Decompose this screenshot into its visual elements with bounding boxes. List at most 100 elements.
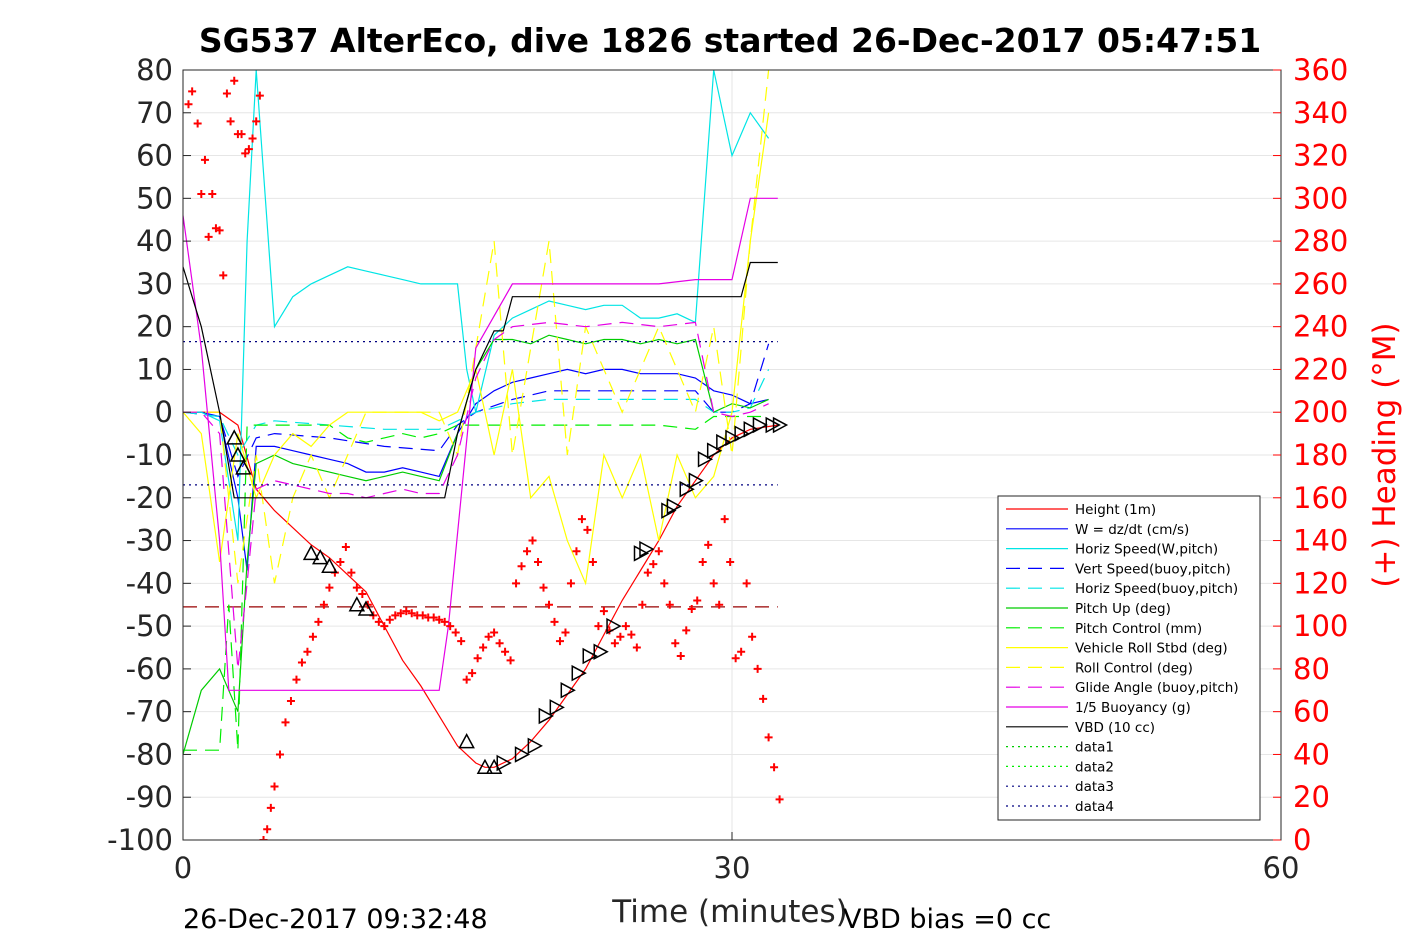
- heading-point: [770, 763, 779, 772]
- legend-entry: 1/5 Buoyancy (g): [1075, 700, 1191, 716]
- heading-point: [255, 91, 264, 100]
- heading-point: [555, 637, 564, 646]
- heading-point: [222, 89, 231, 98]
- y-right-tick-label: 60: [1293, 695, 1330, 729]
- series-line-roll-control-deg: [183, 70, 770, 584]
- dive-marker: [476, 758, 494, 775]
- series-layer: [183, 70, 778, 768]
- heading-point: [314, 617, 323, 626]
- heading-point: [385, 615, 394, 624]
- series-line-pitch-control-mm: [183, 415, 769, 751]
- heading-point: [517, 562, 526, 571]
- heading-point: [588, 557, 597, 566]
- heading-point: [429, 613, 438, 622]
- climb-marker: [593, 643, 609, 661]
- legend-entry: data2: [1075, 759, 1114, 775]
- heading-point: [643, 568, 652, 577]
- heading-point: [396, 609, 405, 618]
- heading-point: [275, 750, 284, 759]
- climb-marker: [633, 545, 650, 562]
- marker-layer: [184, 76, 789, 840]
- heading-point: [418, 611, 427, 620]
- heading-point: [665, 600, 674, 609]
- heading-point: [188, 87, 197, 96]
- y-tick-label: -100: [107, 823, 173, 857]
- legend-entry: VBD (10 cc): [1075, 720, 1155, 736]
- heading-point: [687, 605, 696, 613]
- heading-point: [270, 782, 279, 791]
- heading-point: [230, 76, 239, 85]
- y-right-tick-label: 260: [1293, 267, 1348, 301]
- legend-entry: Horiz Speed(buoy,pitch): [1075, 581, 1238, 597]
- left-axis-ticks: 80 70 60 50 40 30 20 10 0 -10 -20 -30 -40 -50 -60 -70 -8…: [107, 53, 191, 857]
- y-right-tick-label: 120: [1293, 566, 1348, 600]
- heading-point: [577, 515, 586, 524]
- y-tick-label: 70: [136, 96, 173, 130]
- heading-point: [484, 632, 493, 641]
- chart-title: SG537 AlterEco, dive 1826 started 26-Dec…: [199, 21, 1261, 60]
- heading-point: [325, 583, 334, 592]
- heading-point: [435, 615, 444, 624]
- climb-marker: [606, 617, 622, 635]
- heading-point: [457, 637, 466, 646]
- heading-point: [303, 647, 312, 656]
- heading-point: [764, 733, 773, 742]
- dive-marker: [229, 446, 247, 462]
- heading-point: [292, 675, 301, 684]
- climb-marker: [527, 737, 543, 755]
- heading-point: [252, 117, 261, 126]
- y-right-tick-label: 100: [1293, 609, 1348, 643]
- climb-marker: [571, 664, 587, 682]
- dive-marker: [348, 596, 366, 612]
- right-axis-label: (+) Heading (°M): [1367, 322, 1403, 587]
- y-tick-label: -70: [126, 695, 173, 729]
- heading-point: [473, 654, 482, 663]
- heading-point: [184, 100, 193, 109]
- y-tick-label: -80: [126, 737, 173, 771]
- heading-point: [479, 643, 488, 652]
- heading-point: [352, 583, 361, 592]
- heading-point: [391, 611, 400, 620]
- y-right-tick-label: 140: [1293, 524, 1348, 558]
- heading-point: [259, 836, 268, 840]
- y-right-tick-label: 220: [1293, 352, 1348, 386]
- heading-point: [237, 130, 246, 139]
- heading-point: [440, 617, 449, 626]
- heading-point: [244, 145, 253, 154]
- y-right-tick-label: 320: [1293, 139, 1348, 173]
- heading-point: [704, 540, 713, 549]
- dive-marker: [321, 557, 338, 573]
- climb-marker: [582, 647, 598, 665]
- heading-point: [693, 596, 702, 605]
- y-right-tick-label: 340: [1293, 96, 1348, 130]
- y-right-tick-label: 360: [1293, 53, 1348, 87]
- y-right-tick-label: 280: [1293, 224, 1348, 258]
- heading-point: [200, 155, 209, 164]
- climb-marker: [639, 540, 655, 558]
- legend-entry: Pitch Up (deg): [1075, 601, 1171, 617]
- heading-point: [775, 795, 784, 804]
- heading-point: [654, 547, 663, 556]
- series-line-horiz-speed-w-pitch: [183, 70, 770, 541]
- heading-point: [241, 149, 250, 158]
- climb-marker: [752, 416, 769, 434]
- y-tick-label: 0: [155, 395, 173, 429]
- heading-point: [676, 652, 685, 661]
- y-right-tick-label: 20: [1293, 780, 1330, 814]
- heading-point: [627, 630, 636, 639]
- heading-point: [451, 628, 460, 637]
- heading-point: [660, 579, 669, 588]
- heading-point: [462, 675, 471, 684]
- heading-point: [495, 639, 504, 648]
- y-tick-label: 80: [136, 53, 173, 87]
- y-right-tick-label: 0: [1293, 823, 1311, 857]
- dive-marker: [311, 549, 329, 565]
- heading-point: [512, 579, 521, 588]
- legend-entry: data3: [1075, 779, 1114, 795]
- legend-entry: data1: [1075, 740, 1114, 756]
- heading-point: [528, 536, 537, 545]
- legend-entry: Vert Speed(buoy,pitch): [1075, 561, 1231, 577]
- heading-point: [358, 590, 367, 599]
- footer-vbd-bias: VBD bias =0 cc: [843, 904, 1051, 935]
- heading-point: [286, 696, 295, 705]
